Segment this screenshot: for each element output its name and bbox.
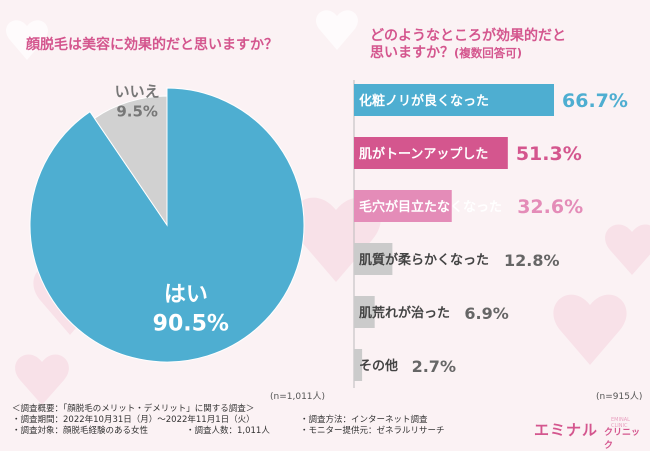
bar-1 — [354, 137, 508, 169]
bar-4 — [354, 296, 375, 328]
bar-3 — [354, 243, 393, 275]
survey-target: ・調査対象：顔脱毛経験のある女性 — [12, 426, 149, 436]
bar-chart: 化粧ノリが良くなった 66.7% 肌がトーンアップした 51.3% 毛穴が目立たなくなっ… — [353, 80, 628, 388]
logo-sub: クリニック — [604, 428, 641, 451]
pie-value-no: 9.5% — [116, 103, 158, 121]
bar-value-label-0: 66.7% — [562, 90, 628, 112]
bar-question: どのようなところが効果的だと 思いますか？(複数回答可) — [370, 28, 566, 62]
bar-2 — [354, 190, 452, 222]
bar-0 — [354, 84, 554, 116]
pie-question: 顔脱毛は美容に効果的だと思いますか？ — [26, 37, 278, 53]
bar-category-label-5: その他 — [359, 358, 398, 374]
bar-question-suffix: (複数回答可) — [454, 46, 523, 60]
bar-question-line2: 思いますか？ — [370, 45, 454, 61]
bar-value-label-2: 32.6% — [517, 196, 583, 218]
bar-value-label-5: 2.7% — [412, 357, 456, 376]
survey-period: ・調査期間：2022年10月31日（月）～2022年11月1日（火） — [12, 415, 255, 425]
bar-5 — [354, 349, 363, 381]
bar-value-label-3: 12.8% — [504, 251, 560, 270]
bar-category-label-2: 毛穴が目立たなくなった — [359, 199, 502, 215]
bar-question-line1: どのようなところが効果的だと — [370, 28, 566, 44]
bar-category-label-1: 肌がトーンアップした — [359, 146, 488, 162]
bar-category-label-4: 肌荒れが治った — [359, 305, 450, 321]
pie-sample-size: (n=1,011人) — [270, 392, 326, 402]
logo-tag: EMINAL CLINIC — [611, 417, 630, 429]
pie-label-yes: はい — [164, 283, 208, 308]
pie-chart: はい 90.5% いいえ 9.5% — [29, 83, 305, 363]
survey-summary: ＜調査概要：「顔脱毛のメリット・デメリット」に関する調査＞ ・調査期間：2022… — [12, 404, 532, 448]
survey-method: ・調査方法：インターネット調査 — [300, 415, 428, 425]
survey-count: ・調査人数：1,011人 — [186, 426, 270, 436]
pie-slice-no — [93, 95, 168, 227]
logo-main: エミナル — [534, 421, 599, 439]
eminal-clinic-logo: EMINAL CLINIC エミナル クリニック — [534, 417, 644, 451]
bar-value-label-1: 51.3% — [516, 143, 582, 165]
pie-label-no: いいえ — [115, 83, 160, 101]
bar-value-label-4: 6.9% — [464, 304, 508, 323]
survey-title: ＜調査概要：「顔脱毛のメリット・デメリット」に関する調査＞ — [12, 404, 255, 414]
bar-sample-size: (n=915人) — [596, 392, 643, 402]
bar-category-label-3: 肌質が柔らかくなった — [359, 252, 489, 268]
survey-provider: ・モニター提供元：ゼネラルリサーチ — [300, 426, 445, 436]
pie-value-yes: 90.5% — [153, 312, 229, 337]
bar-category-label-0: 化粧ノリが良くなった — [359, 93, 489, 109]
